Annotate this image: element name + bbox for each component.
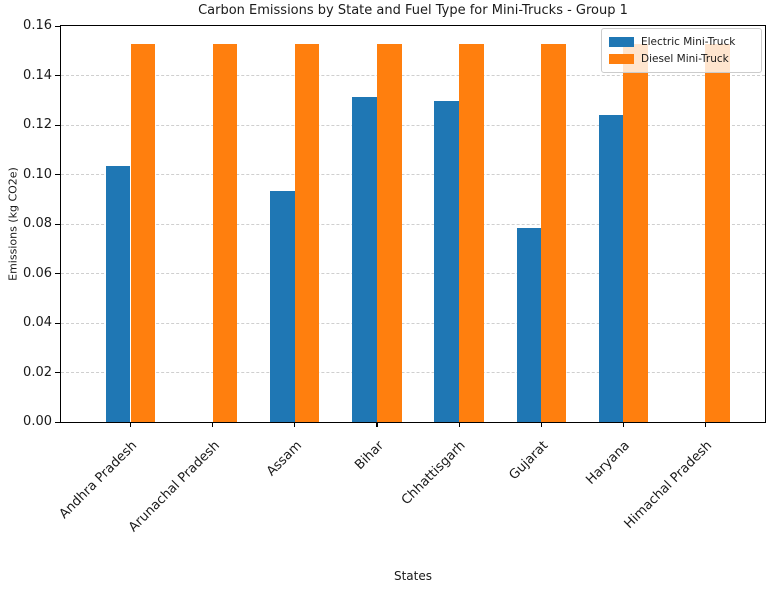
bar-diesel-mini-truck-andhra-pradesh	[130, 43, 156, 422]
x-tick-mark	[294, 423, 296, 427]
legend-item-electric: Electric Mini-Truck	[609, 35, 754, 49]
bar-diesel-mini-truck-haryana	[623, 43, 648, 422]
gridline-0.12	[60, 124, 765, 126]
y-tick-mark	[54, 273, 60, 275]
y-tick-label: 0.00	[23, 414, 52, 429]
y-tick-label: 0.10	[23, 166, 52, 182]
y-tick-mark	[54, 124, 60, 126]
y-tick-label: 0.06	[23, 265, 52, 281]
y-tick-label: 0.02	[23, 364, 52, 380]
gridline-0.02	[60, 372, 765, 373]
y-tick-mark	[54, 223, 60, 225]
legend: Electric Mini-Truck Diesel Mini-Truck	[601, 28, 762, 73]
x-tick-label-assam: Assam	[263, 438, 305, 480]
bar-diesel-mini-truck-arunachal-pradesh	[212, 43, 238, 422]
y-tick-label: 0.04	[23, 315, 52, 330]
x-tick-label-himachal-pradesh: Himachal Pradesh	[621, 438, 716, 532]
y-tick-label: 0.14	[23, 67, 52, 83]
bar-diesel-mini-truck-bihar	[376, 43, 402, 422]
chart-title: Carbon Emissions by State and Fuel Type …	[198, 3, 628, 18]
y-tick-mark	[54, 25, 60, 27]
bar-diesel-mini-truck-gujarat	[541, 43, 566, 422]
y-tick-mark	[54, 322, 60, 324]
y-tick-label: 0.16	[23, 18, 52, 33]
x-tick-mark	[376, 423, 378, 427]
x-tick-mark	[458, 423, 460, 427]
y-tick-mark	[54, 75, 60, 77]
bar-electric-mini-truck-bihar	[352, 96, 377, 422]
legend-swatch-diesel	[609, 53, 634, 64]
x-tick-label-bihar: Bihar	[352, 438, 387, 474]
x-tick-label-arunachal-pradesh: Arunachal Pradesh	[125, 438, 223, 536]
gridline-0.08	[60, 223, 765, 225]
y-tick-mark	[54, 174, 60, 176]
x-tick-mark	[622, 423, 625, 427]
x-tick-mark	[704, 423, 707, 427]
x-tick-label-gujarat: Gujarat	[506, 438, 552, 484]
bar-electric-mini-truck-assam	[270, 191, 295, 422]
legend-label-electric: Electric Mini-Truck	[641, 36, 736, 49]
gridline-0.10	[60, 174, 765, 175]
x-tick-mark	[212, 423, 214, 427]
bar-electric-mini-truck-haryana	[598, 114, 624, 422]
bar-diesel-mini-truck-himachal-pradesh	[705, 43, 731, 422]
plot-area	[59, 25, 766, 423]
y-tick-mark	[54, 421, 60, 423]
bar-electric-mini-truck-chhattisgarh	[434, 100, 460, 422]
bar-electric-mini-truck-andhra-pradesh	[105, 165, 131, 422]
legend-label-diesel: Diesel Mini-Truck	[641, 52, 729, 65]
legend-swatch-electric	[609, 37, 634, 48]
bar-diesel-mini-truck-chhattisgarh	[459, 43, 484, 422]
x-axis-label: States	[393, 569, 432, 583]
gridline-0.14	[60, 75, 765, 76]
gridline-0.04	[60, 322, 765, 324]
y-tick-mark	[54, 372, 60, 374]
bar-diesel-mini-truck-assam	[294, 43, 320, 422]
y-tick-label: 0.08	[23, 216, 52, 231]
x-tick-label-chhattisgarh: Chhattisgarh	[399, 438, 469, 509]
y-tick-label: 0.12	[23, 117, 52, 132]
legend-item-diesel: Diesel Mini-Truck	[609, 52, 754, 66]
x-tick-mark	[130, 423, 132, 427]
gridline-0.06	[60, 273, 765, 274]
x-tick-label-haryana: Haryana	[583, 438, 634, 488]
bar-electric-mini-truck-gujarat	[516, 228, 542, 422]
x-tick-label-andhra-pradesh: Andhra Pradesh	[56, 438, 141, 522]
x-tick-mark	[540, 423, 542, 427]
